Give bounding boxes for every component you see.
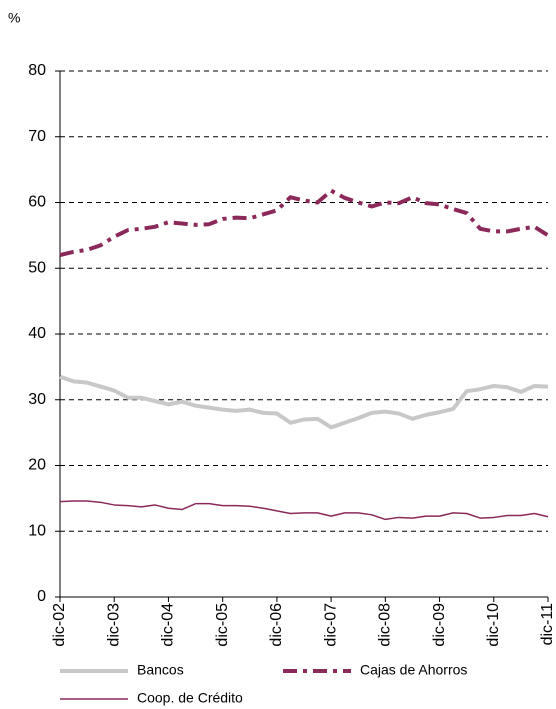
x-tick-label: dic-04 — [160, 603, 177, 647]
y-tick-label: 70 — [28, 128, 46, 145]
y-axis-label: % — [8, 10, 20, 26]
series-line — [59, 188, 550, 258]
legend-label: Bancos — [137, 662, 184, 678]
x-tick-label: dic-09 — [431, 603, 448, 647]
y-tick-label: 30 — [28, 391, 46, 408]
series-line — [59, 374, 549, 430]
x-tick-label: dic-03 — [105, 603, 122, 647]
y-tick-label: 80 — [28, 62, 46, 79]
legend-label: Coop. de Crédito — [137, 690, 243, 706]
x-tick-label: dic-08 — [377, 603, 394, 647]
x-tick-label: dic-05 — [214, 603, 231, 647]
legend-label: Cajas de Ahorros — [360, 662, 467, 678]
y-tick-label: 60 — [28, 194, 46, 211]
y-tick-label: 40 — [28, 325, 46, 342]
x-tick-label: dic-07 — [322, 603, 339, 647]
x-tick-label: dic-10 — [485, 603, 502, 647]
y-tick-label: 50 — [28, 259, 46, 276]
series-line — [59, 500, 549, 521]
y-tick-label: 20 — [28, 457, 46, 474]
y-tick-label: 10 — [28, 522, 46, 539]
y-tick-label: 0 — [37, 588, 46, 605]
x-tick-label: dic-06 — [268, 603, 285, 647]
x-tick-label: dic-11 — [539, 603, 556, 645]
x-tick-label: dic-02 — [51, 603, 68, 647]
